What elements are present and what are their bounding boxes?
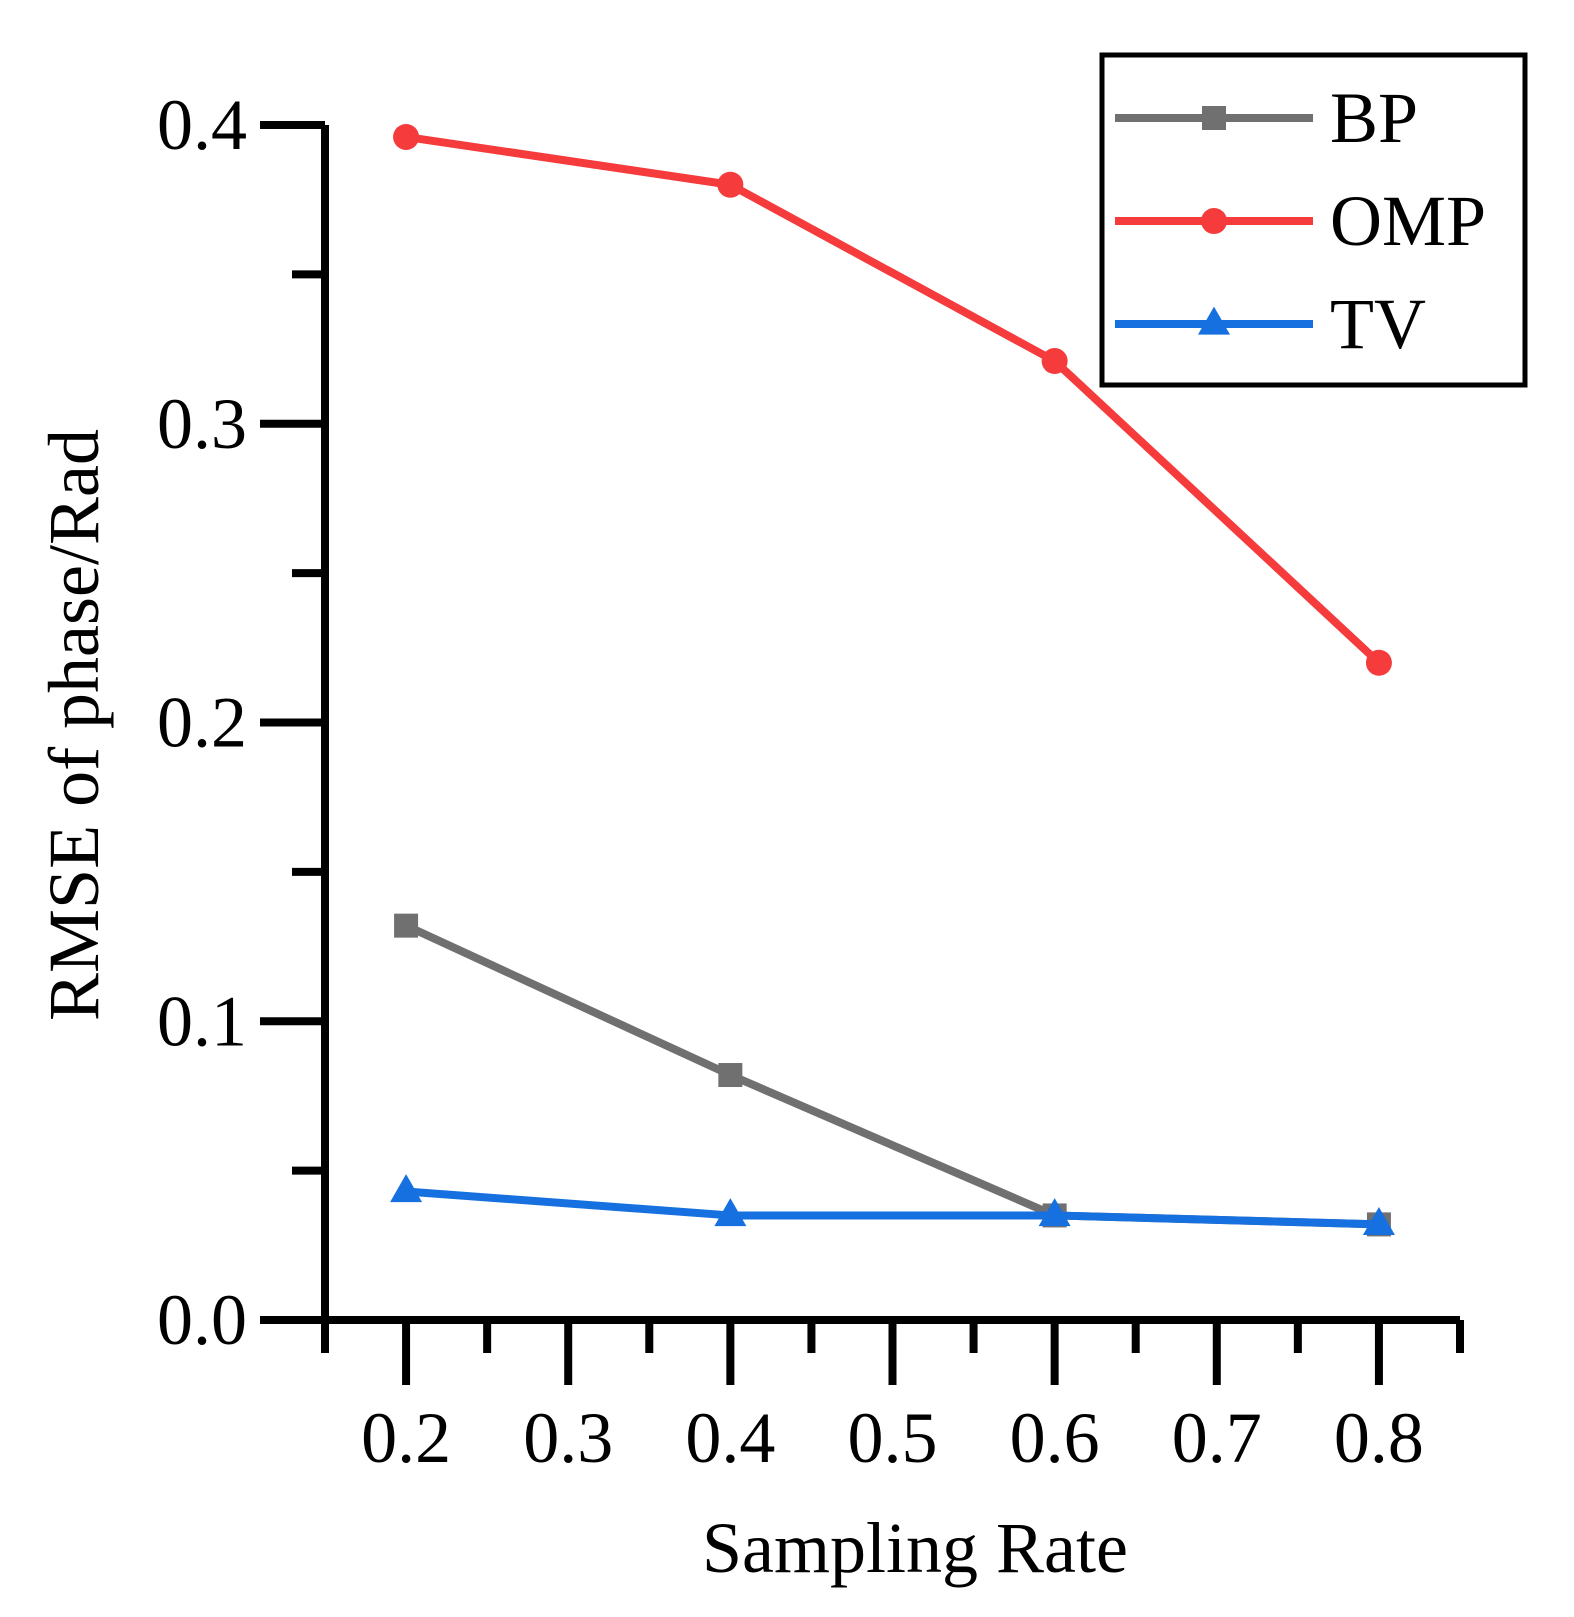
legend-marker-omp [1201, 208, 1227, 234]
data-point-omp [1041, 348, 1068, 375]
y-tick-label: 0.4 [157, 85, 247, 165]
series-tv [390, 1174, 1395, 1236]
data-point-bp [394, 913, 419, 938]
data-point-omp [1365, 649, 1392, 676]
x-tick-label: 0.3 [523, 1398, 613, 1478]
series-line-tv [405, 1187, 1380, 1229]
legend: BP OMP TV [1099, 52, 1528, 388]
x-axis-title: Sampling Rate [702, 1508, 1128, 1588]
data-point-tv [714, 1198, 747, 1227]
legend-marker-tv [1198, 306, 1230, 335]
legend-label-tv: TV [1330, 284, 1426, 364]
y-tick-label: 0.3 [157, 384, 247, 464]
legend-marker-bp [1202, 106, 1226, 130]
x-tick-label: 0.2 [361, 1398, 451, 1478]
data-point-omp [717, 171, 744, 198]
x-tick-label: 0.7 [1172, 1398, 1262, 1478]
legend-label-omp: OMP [1330, 181, 1486, 261]
y-tick-label: 0.1 [157, 981, 247, 1061]
series-layer [390, 123, 1395, 1237]
data-point-tv [1362, 1207, 1395, 1236]
x-tick-label: 0.4 [685, 1398, 775, 1478]
x-tick-label: 0.5 [848, 1398, 938, 1478]
series-line-omp [405, 132, 1382, 666]
data-point-tv [1038, 1198, 1071, 1227]
x-tick-label: 0.6 [1010, 1398, 1100, 1478]
data-point-omp [393, 123, 420, 150]
y-tick-label: 0.2 [157, 683, 247, 763]
axes: 0.0 0.1 0.2 0.3 0.4 0.2 0.3 0.4 0.5 0.6 0.7 0.8 [157, 85, 1464, 1478]
x-tick-label: 0.8 [1334, 1398, 1424, 1478]
series-omp [393, 123, 1392, 676]
data-point-tv [390, 1174, 423, 1203]
data-point-bp [718, 1063, 743, 1088]
legend-label-bp: BP [1330, 78, 1418, 158]
y-axis-title: RMSE of phase/Rad [34, 429, 114, 1021]
y-tick-label: 0.0 [157, 1280, 247, 1360]
